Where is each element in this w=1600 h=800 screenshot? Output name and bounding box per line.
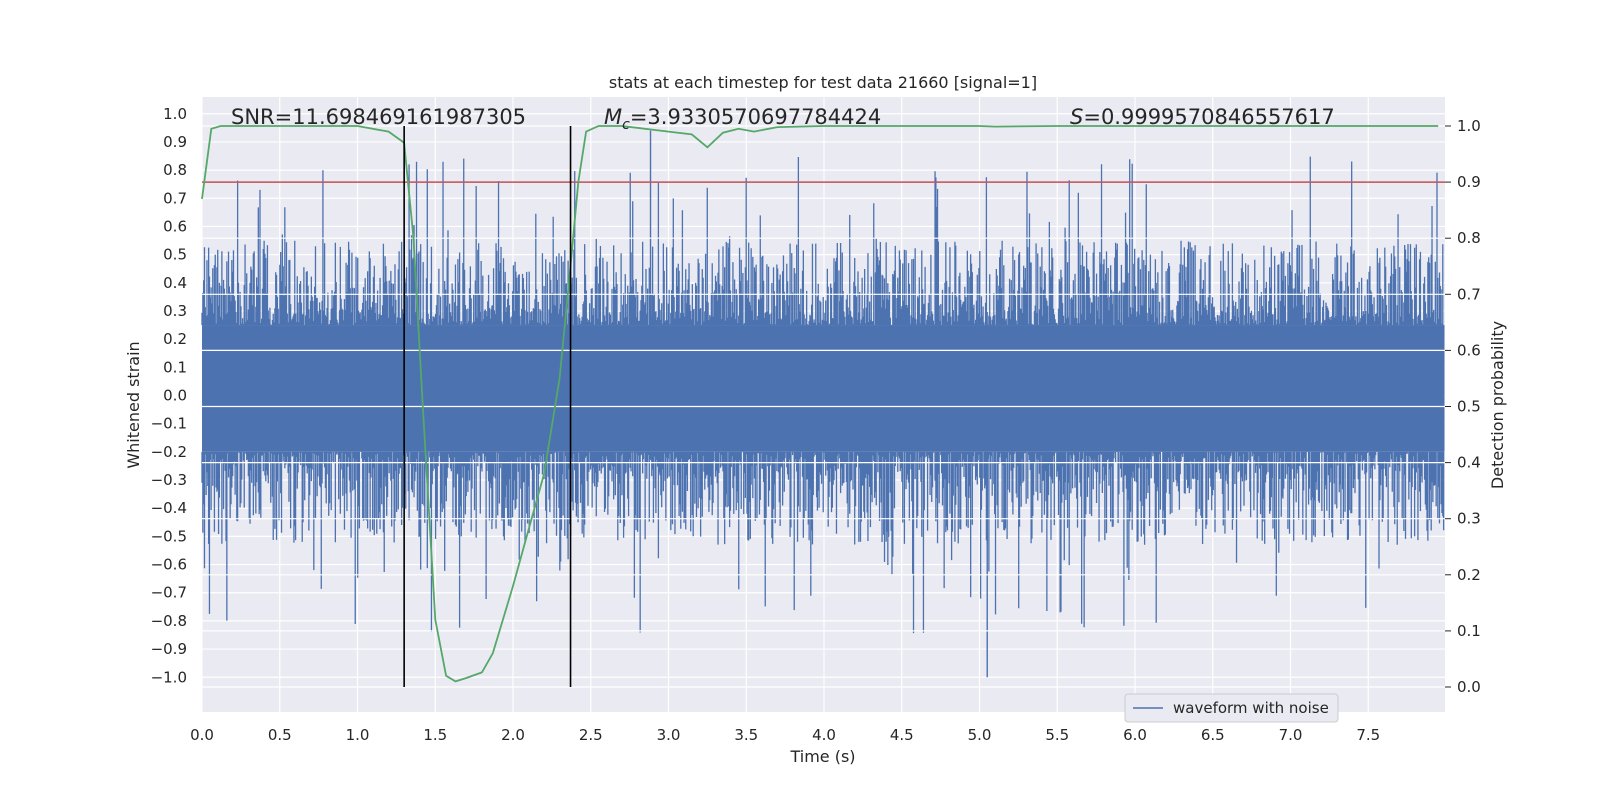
event-markers [403,126,572,687]
y-tick-label: −0.1 [151,415,187,433]
y-tick-label: 0.9 [163,133,187,151]
y-tick-label: −0.6 [151,556,187,574]
y-tick-label: −0.4 [151,499,187,517]
x-tick-label: 7.0 [1279,726,1303,744]
y-tick-label: −0.3 [151,471,187,489]
y2-axis-ticks: 1.0 0.9 0.8 0.7 0.6 0.5 0.4 0.3 0.2 0.1 0.0 [1445,117,1481,696]
legend: waveform with noise [1124,693,1339,723]
legend-frame [1124,693,1339,723]
y-tick-label: −0.2 [151,443,187,461]
y-tick-label: 0.6 [163,217,187,235]
y2-tick-label: 0.2 [1457,566,1481,584]
x-tick-label: 0.5 [268,726,292,744]
snr-annotation: SNR=11.698469161987305 [231,105,526,129]
x-tick-label: 2.5 [579,726,603,744]
x-tick-label: 1.0 [346,726,370,744]
x-tick-label: 5.5 [1045,726,1069,744]
s-symbol: S [1070,105,1083,129]
y-tick-label: 0.4 [163,274,187,292]
x-tick-label: 1.5 [423,726,447,744]
y-tick-label: 0.1 [163,358,187,376]
y-tick-label: −0.7 [151,584,187,602]
y-tick-label: 0.2 [163,330,187,348]
s-value: =0.9999570846557617 [1083,105,1334,129]
x-axis-ticks: 0.0 0.5 1.0 1.5 2.0 2.5 3.0 3.5 4.0 4.5 5.0 5.5 6.0 6… [190,726,1380,744]
y2-tick-label: 0.4 [1457,454,1481,472]
y-tick-label: 0.0 [163,387,187,405]
y-axis-label: Whitened strain [124,341,143,468]
x-axis-label: Time (s) [789,747,855,766]
y2-axis-label: Detection probability [1488,321,1507,489]
y2-tick-label: 0.9 [1457,173,1481,191]
x-tick-label: 4.5 [890,726,914,744]
y2-tick-label: 0.7 [1457,285,1481,303]
y-tick-label: −0.8 [151,612,187,630]
chirp-mass-subscript: c [622,117,630,133]
y2-tick-label: 0.5 [1457,398,1481,416]
x-tick-label: 5.0 [968,726,992,744]
y2-tick-label: 0.3 [1457,510,1481,528]
x-tick-label: 2.0 [501,726,525,744]
y-tick-label: 1.0 [163,105,187,123]
y-tick-label: −0.9 [151,640,187,658]
x-tick-label: 3.5 [734,726,758,744]
legend-label: waveform with noise [1173,699,1329,717]
y2-tick-label: 1.0 [1457,117,1481,135]
y-tick-label: 0.7 [163,189,187,207]
y-tick-label: −1.0 [151,668,187,686]
s-annotation: S=0.9999570846557617 [1070,105,1335,129]
chart-title: stats at each timestep for test data 216… [609,73,1037,92]
x-tick-label: 6.0 [1123,726,1147,744]
y-tick-label: 0.3 [163,302,187,320]
y-tick-label: 0.5 [163,246,187,264]
y2-tick-label: 0.8 [1457,229,1481,247]
y2-tick-label: 0.1 [1457,622,1481,640]
y-axis-ticks: 1.0 0.9 0.8 0.7 0.6 0.5 0.4 0.3 0.2 0.1 0.0 −0.1 −0.… [151,105,187,687]
x-tick-label: 7.5 [1356,726,1380,744]
chirp-mass-symbol: M [604,105,622,129]
chirp-mass-annotation: Mc=3.9330570697784424 [604,105,881,133]
waveform-series [201,130,1445,678]
waveform-lower-spikes [201,451,1445,634]
x-tick-label: 4.0 [812,726,836,744]
x-tick-label: 6.5 [1201,726,1225,744]
y2-tick-label: 0.0 [1457,678,1481,696]
y-tick-label: 0.8 [163,161,187,179]
y-tick-label: −0.5 [151,527,187,545]
waveform-core [202,325,1445,452]
y2-tick-label: 0.6 [1457,341,1481,359]
chirp-mass-value: =3.9330570697784424 [630,105,881,129]
x-tick-label: 0.0 [190,726,214,744]
x-tick-label: 3.0 [657,726,681,744]
